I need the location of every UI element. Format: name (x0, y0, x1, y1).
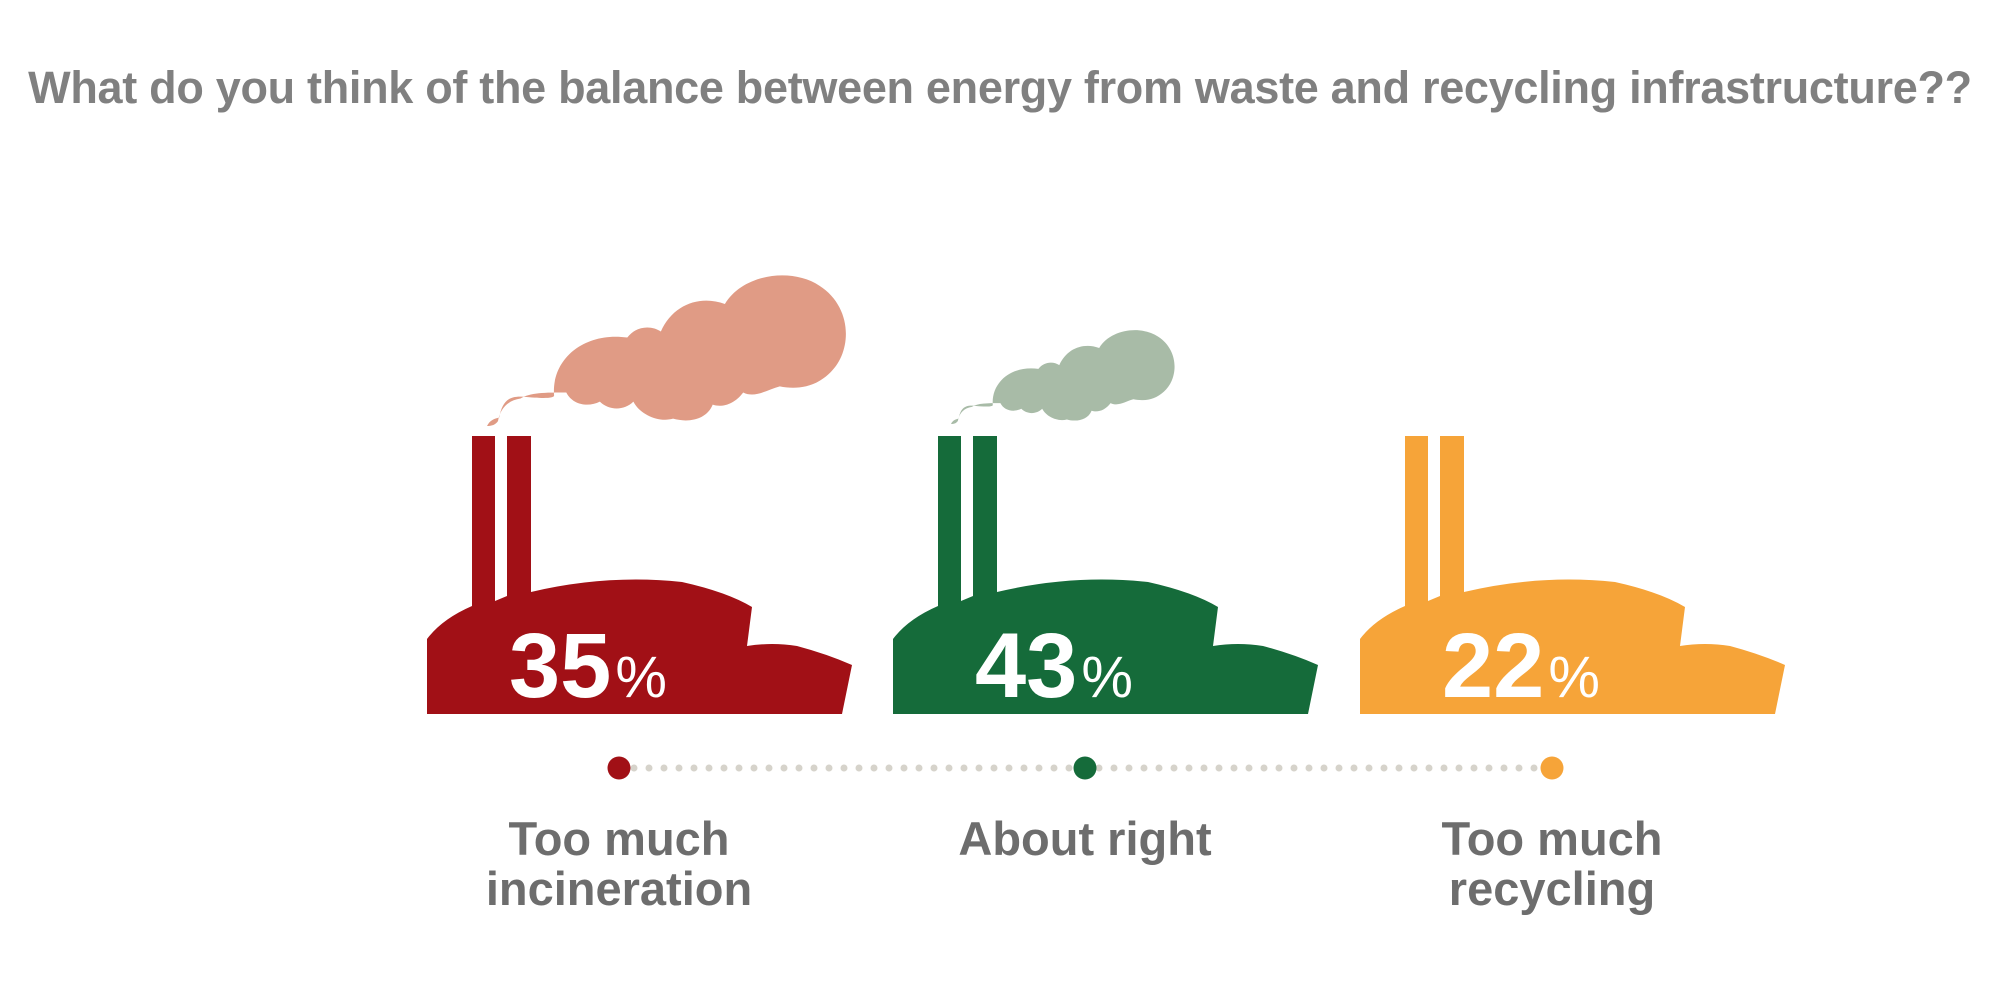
smoke-cloud-too-much-incineration (487, 275, 846, 426)
dot-too-much-recycling (1540, 756, 1564, 780)
dot-about-right (1073, 756, 1097, 780)
category-label-too-much-incineration: Too much incineration (486, 812, 752, 915)
chart-title: What do you think of the balance between… (28, 62, 1972, 113)
value-label-too-much-recycling: 22% (1442, 615, 1600, 717)
dot-too-much-incineration (607, 756, 631, 780)
category-label-too-much-recycling: Too much recycling (1441, 812, 1662, 915)
smoke-cloud-about-right (951, 330, 1175, 424)
factory-about-right: 43% (893, 330, 1318, 717)
category-label-about-right: About right (958, 812, 1212, 865)
factory-too-much-recycling: 22% (1360, 436, 1785, 717)
factory-too-much-incineration: 35% (427, 275, 852, 717)
